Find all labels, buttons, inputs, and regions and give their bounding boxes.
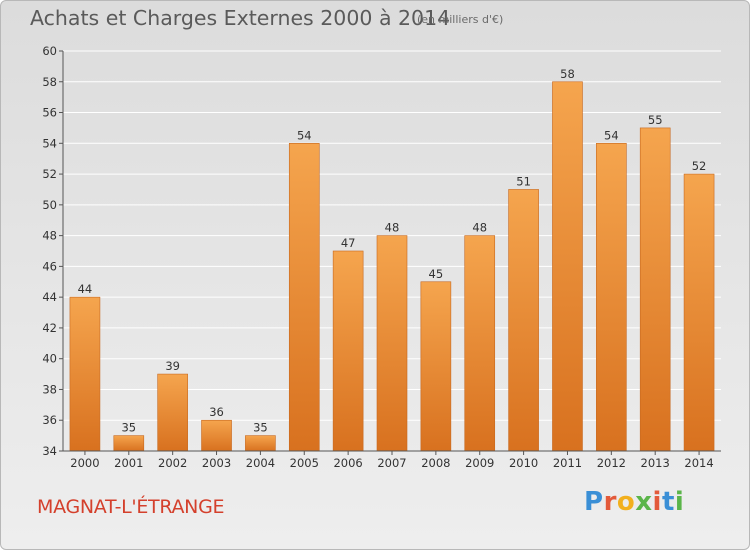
y-tick-label: 58 [42,75,57,89]
bar-2006 [332,250,364,452]
x-tick-label: 2006 [333,456,362,470]
x-tick-label: 2008 [421,456,450,470]
bar-2013 [639,127,671,452]
y-tick-label: 54 [42,136,57,150]
y-tick-label: 40 [42,352,57,366]
data-label: 39 [165,359,180,373]
y-tick-label: 52 [42,167,57,181]
bar-2011 [552,81,583,452]
bar-2003 [201,419,232,452]
bar-2002 [157,373,188,452]
x-tick-label: 2009 [465,456,494,470]
data-label: 55 [648,113,663,127]
y-tick-label: 48 [42,229,57,243]
data-label: 54 [604,128,619,142]
x-tick-label: 2003 [202,456,231,470]
logo-letter: o [616,487,636,517]
x-tick-label: 2000 [70,456,99,470]
y-tick-label: 60 [42,44,57,58]
bar-2007 [376,235,408,452]
bar-2010 [508,189,539,452]
data-label: 48 [472,221,487,235]
data-label: 45 [429,267,444,281]
bar-2004 [245,435,276,452]
data-label: 52 [692,159,707,173]
y-tick-label: 44 [42,290,57,304]
bar-2009 [464,235,496,452]
data-label: 44 [78,282,93,296]
x-tick-label: 2002 [158,456,187,470]
data-label: 35 [121,421,136,435]
data-label: 51 [516,174,531,188]
chart-title: Achats et Charges Externes 2000 à 2014 [30,6,451,30]
data-label: 35 [253,421,268,435]
logo-letter: P [584,487,604,517]
data-label: 58 [560,67,575,81]
logo-letter: i [674,487,685,517]
x-tick-label: 2012 [597,456,626,470]
x-tick-label: 2005 [290,456,319,470]
axes: 34 36 38 40 42 44 46 48 50 52 54 56 58 60 [42,44,721,458]
place-name: MAGNAT-L'ÉTRANGE [37,496,225,518]
x-tick-label: 2001 [114,456,143,470]
bar-2012 [596,143,627,452]
y-tick-label: 36 [42,413,57,427]
logo-letter: t [661,487,675,517]
proxiti-logo: Proxiti [584,487,684,517]
x-tick-label: 2004 [246,456,275,470]
x-tick-label: 2014 [684,456,713,470]
data-label: 36 [209,405,224,419]
x-tick-label: 2011 [553,456,582,470]
x-tick-label: 2010 [509,456,538,470]
bar-2005 [288,143,320,452]
y-tick-label: 46 [42,259,57,273]
y-tick-label: 42 [42,321,57,335]
chart-subtitle: (en milliers d'€) [417,13,504,26]
bar-2001 [113,435,145,452]
data-label: 48 [385,221,400,235]
bar-2008 [420,281,452,452]
y-tick-label: 56 [42,106,57,120]
bar-2014 [683,173,715,452]
bar-2000 [69,296,101,452]
x-tick-label: 2007 [377,456,406,470]
labels: 44 2000 35 2001 39 2002 36 2003 35 2004 54 2005 47 20… [70,67,713,470]
logo-letter: i [652,487,662,517]
y-tick-label: 50 [42,198,57,212]
y-tick-label: 34 [42,444,57,458]
x-tick-label: 2013 [641,456,670,470]
logo-letter: r [603,487,617,517]
y-tick-label: 38 [42,382,57,396]
data-label: 47 [341,236,356,250]
data-label: 54 [297,128,312,142]
logo-letter: x [635,487,653,517]
